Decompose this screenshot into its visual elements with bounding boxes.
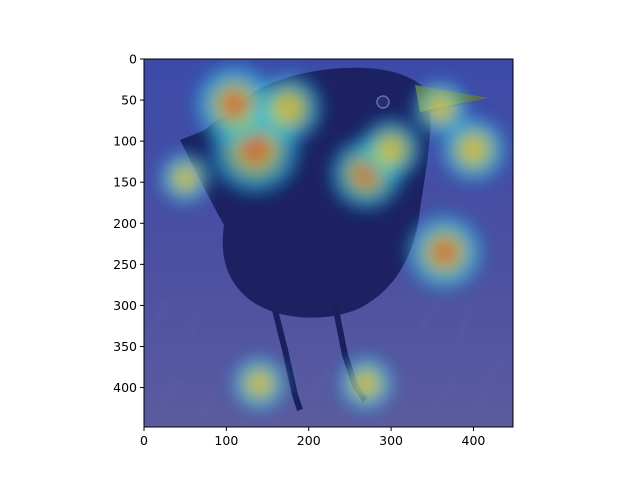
x-tick-label: 0 <box>140 433 148 448</box>
hotspot-10 <box>413 81 468 136</box>
hotspot-6 <box>441 117 506 182</box>
x-axis-ticks: 0 100 200 300 400 <box>140 427 485 448</box>
y-tick-label: 350 <box>113 339 137 354</box>
heatmap-image <box>144 59 513 427</box>
y-tick-label: 0 <box>129 52 137 67</box>
hotspot-9 <box>339 356 394 411</box>
hotspot-5 <box>407 214 482 290</box>
y-axis-ticks: 0 50 100 150 200 250 300 350 400 <box>113 52 144 395</box>
y-tick-label: 300 <box>113 298 137 313</box>
y-tick-label: 200 <box>113 216 137 231</box>
hotspot-1 <box>195 65 274 144</box>
heatmap-hotspots <box>159 65 506 411</box>
hotspot-7 <box>159 152 211 204</box>
hotspot-8 <box>232 356 287 411</box>
y-tick-label: 400 <box>113 380 137 395</box>
hotspot-2 <box>254 74 322 143</box>
axes-frame <box>143 58 514 428</box>
x-tick-label: 400 <box>462 433 486 448</box>
y-tick-label: 250 <box>113 257 137 272</box>
x-tick-label: 100 <box>214 433 238 448</box>
x-tick-label: 200 <box>297 433 321 448</box>
hotspot-4 <box>360 118 422 180</box>
y-tick-label: 150 <box>113 175 137 190</box>
x-tick-label: 300 <box>379 433 403 448</box>
y-tick-label: 100 <box>113 134 137 149</box>
y-tick-label: 50 <box>121 93 137 108</box>
